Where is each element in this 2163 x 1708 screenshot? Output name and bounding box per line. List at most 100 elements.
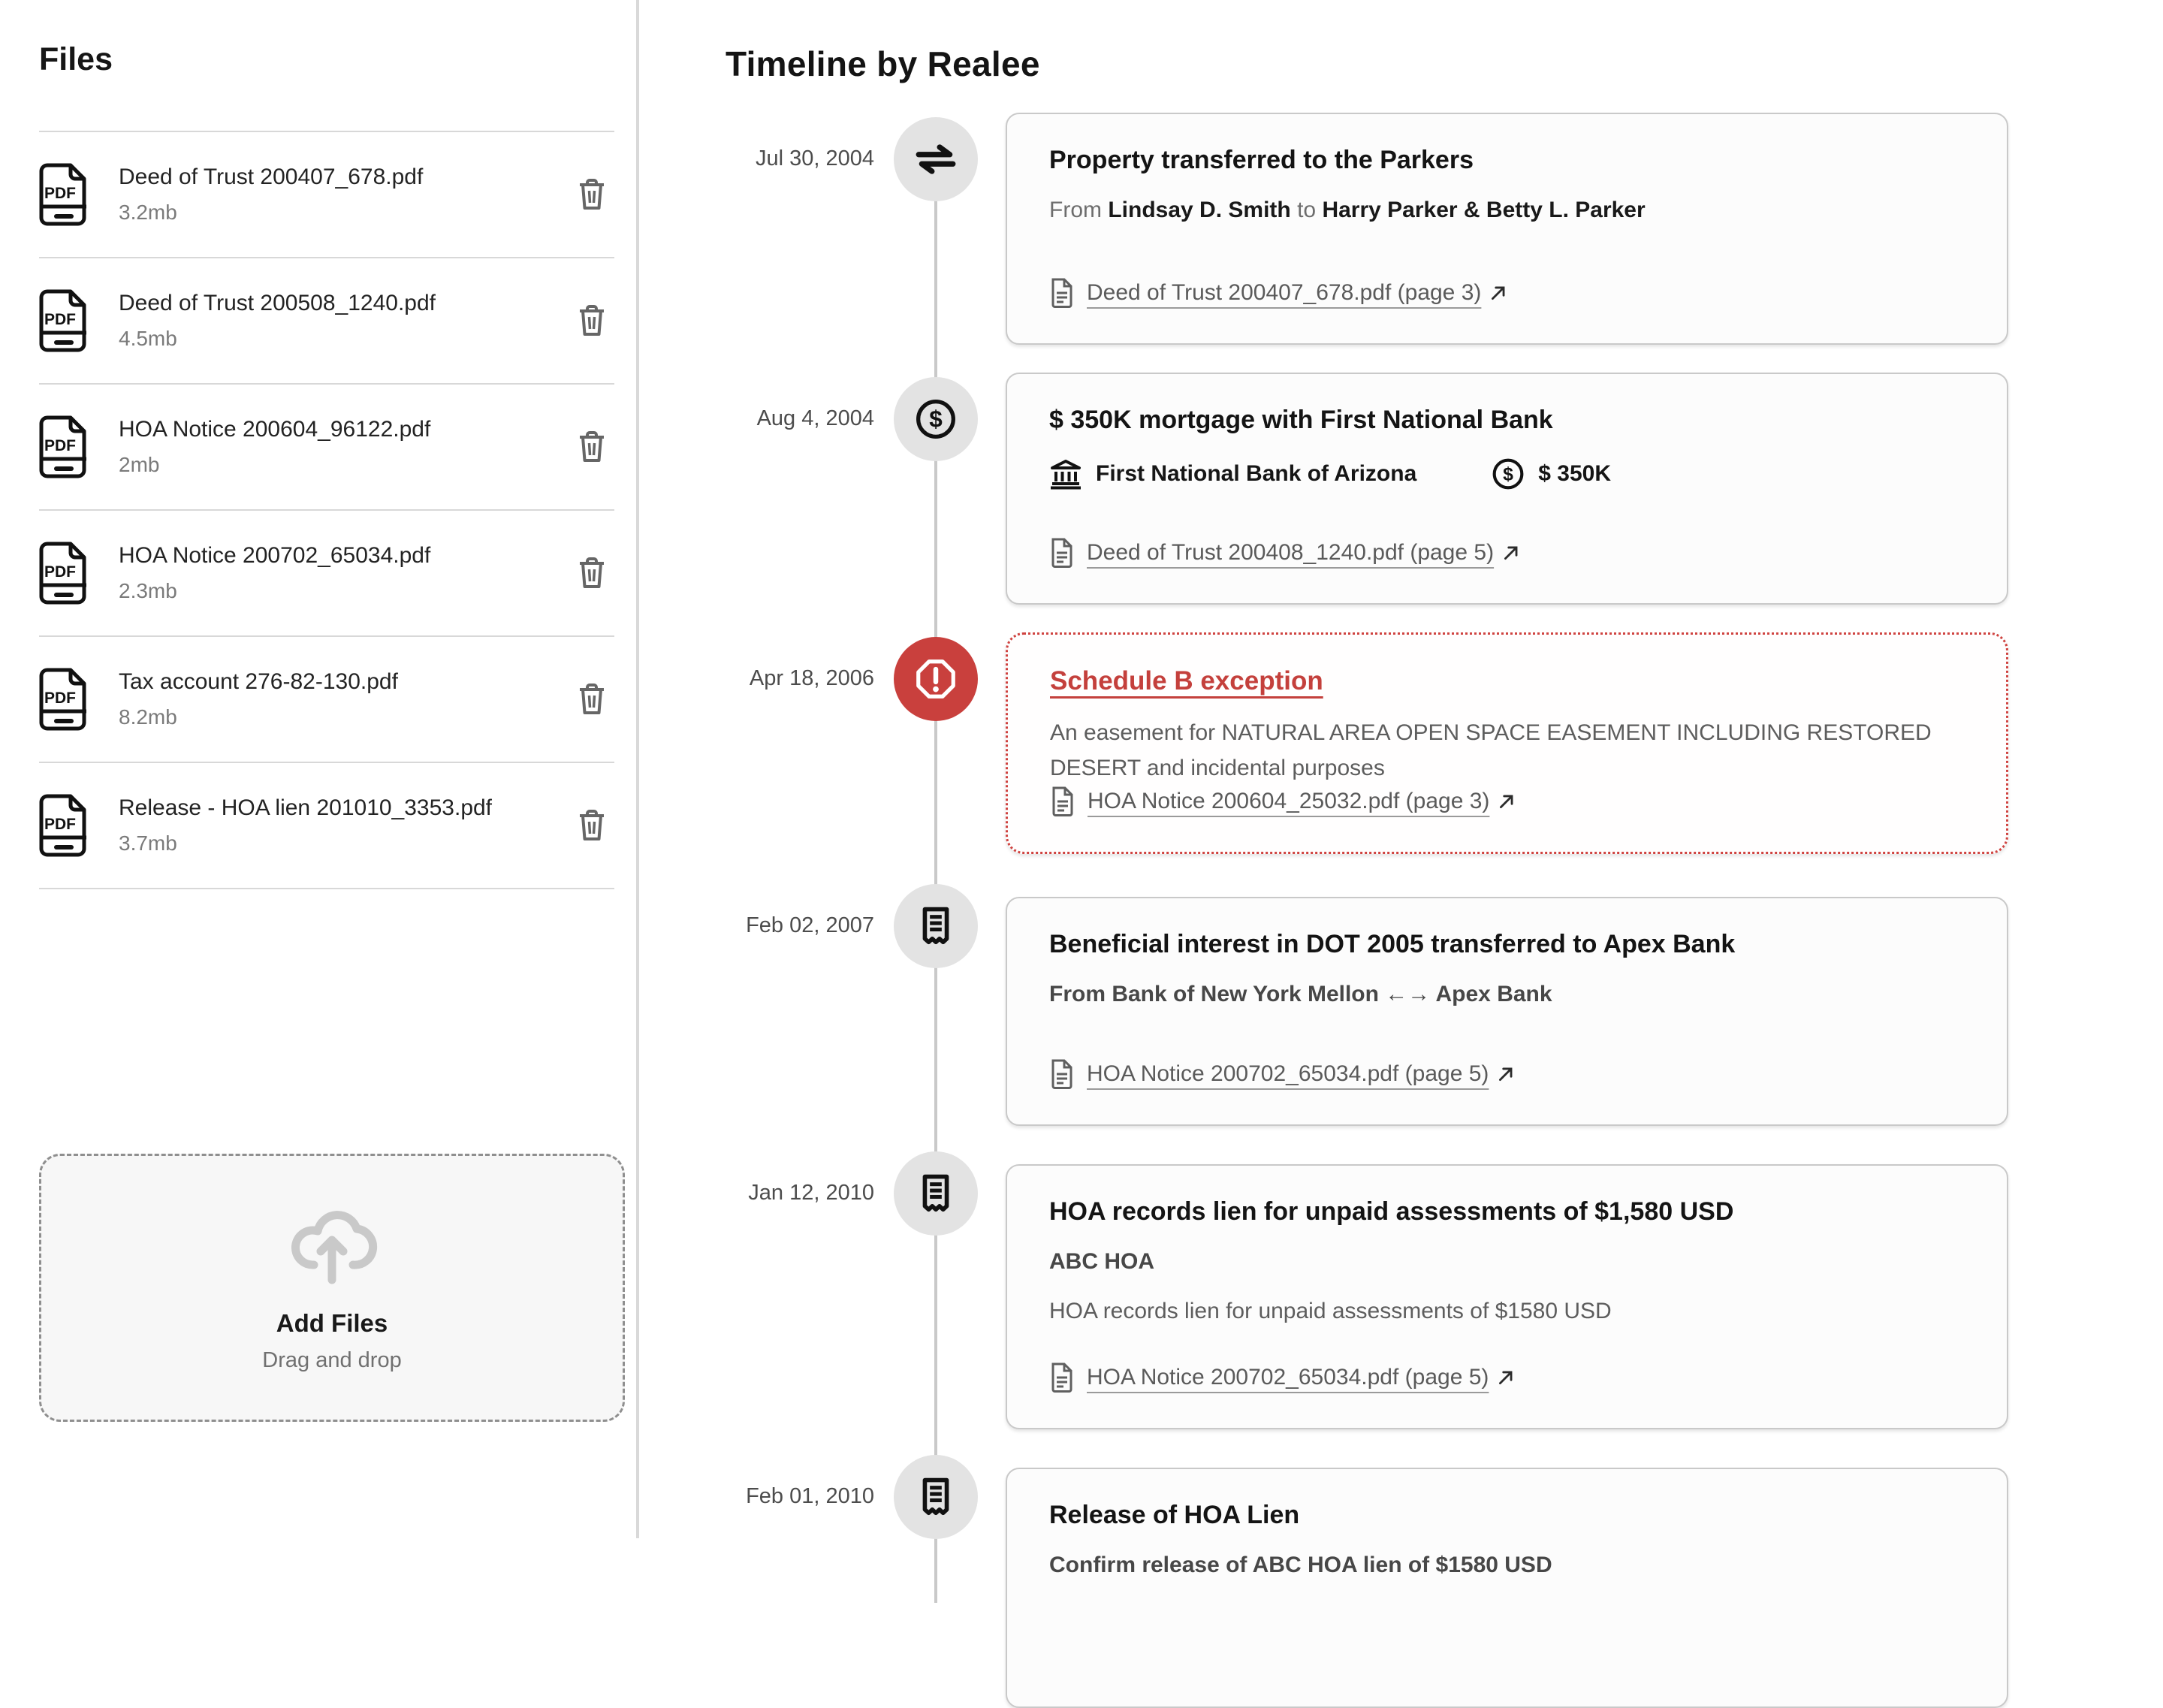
timeline-event-alert: Apr 18, 2006 Schedule B exception An eas… (726, 632, 2163, 854)
file-name: HOA Notice 200604_96122.pdf (119, 417, 431, 442)
file-name: Deed of Trust 200407_678.pdf (119, 164, 424, 189)
alert-title-link[interactable]: Schedule B exception (1050, 666, 1323, 696)
dollar-icon: $ (894, 377, 978, 461)
delete-file-button[interactable] (574, 174, 610, 216)
to-name: Harry Parker & Betty L. Parker (1322, 198, 1646, 222)
trash-icon (577, 683, 607, 718)
source-link-row: HOA Notice 200702_65034.pdf (page 5) (1049, 1058, 1965, 1090)
event-title: HOA records lien for unpaid assessments … (1049, 1197, 1734, 1226)
source-link-row: HOA Notice 200702_65034.pdf (page 5) (1049, 1362, 1965, 1393)
svg-text:PDF: PDF (44, 690, 76, 707)
event-date: Feb 01, 2010 (746, 1484, 874, 1508)
amount-value: $ 350K (1538, 461, 1612, 486)
cloud-upload-icon (285, 1203, 379, 1288)
svg-text:PDF: PDF (44, 311, 76, 328)
timeline: Jul 30, 2004 Property transferred to the… (726, 113, 2163, 1708)
pdf-file-icon: PDF (39, 794, 89, 857)
event-card: HOA records lien for unpaid assessments … (1006, 1164, 2008, 1429)
from-name: Lindsay D. Smith (1108, 198, 1291, 222)
source-link-row: HOA Notice 200604_25032.pdf (page 3) (1050, 786, 1964, 817)
transfer-icon (894, 117, 978, 201)
event-date: Jul 30, 2004 (755, 146, 874, 170)
from-label: From (1049, 198, 1102, 222)
add-files-hint: Drag and drop (262, 1347, 402, 1372)
external-link-icon (1496, 1368, 1516, 1387)
document-icon (1049, 1362, 1075, 1393)
event-date: Jan 12, 2010 (748, 1181, 874, 1205)
svg-text:PDF: PDF (44, 563, 76, 581)
event-card: Beneficial interest in DOT 2005 transfer… (1006, 897, 2008, 1126)
source-link-row: Deed of Trust 200408_1240.pdf (page 5) (1049, 537, 1965, 569)
delete-file-button[interactable] (574, 426, 610, 469)
trash-icon (577, 809, 607, 844)
source-document-link[interactable]: HOA Notice 200702_65034.pdf (page 5) (1087, 1365, 1489, 1390)
receipt-icon (894, 884, 978, 968)
event-card: Release of HOA Lien Confirm release of A… (1006, 1468, 2008, 1708)
file-row: PDF HOA Notice 200604_96122.pdf 2mb (39, 385, 614, 511)
timeline-event: Aug 4, 2004 $ $ 350K mortgage with First… (726, 373, 2163, 605)
event-card: $ 350K mortgage with First National Bank… (1006, 373, 2008, 605)
add-files-label: Add Files (276, 1308, 388, 1337)
delete-file-button[interactable] (574, 804, 610, 847)
divider (39, 131, 614, 132)
event-title: $ 350K mortgage with First National Bank (1049, 406, 1553, 434)
external-link-icon (1496, 1064, 1516, 1084)
delete-file-button[interactable] (574, 552, 610, 595)
receipt-icon (894, 1151, 978, 1236)
panel-divider (636, 0, 639, 1538)
svg-text:$: $ (929, 406, 943, 433)
event-title: Property transferred to the Parkers (1049, 146, 1474, 174)
event-description: An easement for NATURAL AREA OPEN SPACE … (1050, 720, 1932, 780)
source-document-link[interactable]: HOA Notice 200604_25032.pdf (page 3) (1088, 789, 1490, 813)
files-sidebar: Files PDF Deed of Trust 200407_678.pdf 3… (0, 0, 639, 1538)
file-name: Tax account 276-82-130.pdf (119, 669, 398, 694)
delete-file-button[interactable] (574, 300, 610, 343)
file-row: PDF Deed of Trust 200407_678.pdf 3.2mb (39, 132, 614, 258)
event-meta-row: First National Bank of Arizona $ $ 350K (1049, 457, 1965, 490)
pdf-file-icon: PDF (39, 415, 89, 478)
external-link-icon (1497, 792, 1516, 811)
external-link-icon (1501, 543, 1521, 563)
file-row: PDF Release - HOA lien 201010_3353.pdf 3… (39, 763, 614, 889)
file-row: PDF Tax account 276-82-130.pdf 8.2mb (39, 637, 614, 763)
pdf-file-icon: PDF (39, 542, 89, 605)
svg-text:$: $ (1503, 464, 1513, 484)
source-document-link[interactable]: Deed of Trust 200408_1240.pdf (page 5) (1087, 540, 1495, 565)
file-name: Deed of Trust 200508_1240.pdf (119, 291, 436, 315)
source-document-link[interactable]: HOA Notice 200702_65034.pdf (page 5) (1087, 1061, 1489, 1086)
pdf-file-icon: PDF (39, 668, 89, 731)
event-description: HOA records lien for unpaid assessments … (1049, 1299, 1612, 1323)
trash-icon (577, 178, 607, 213)
dollar-circle-icon: $ (1492, 457, 1525, 490)
svg-text:PDF: PDF (44, 185, 76, 202)
file-size: 3.2mb (119, 201, 177, 224)
alert-icon (894, 637, 978, 721)
event-org: ABC HOA (1049, 1249, 1154, 1274)
bank-name: First National Bank of Arizona (1096, 461, 1417, 486)
document-icon (1049, 1058, 1075, 1090)
event-card-alert: Schedule B exception An easement for NAT… (1006, 632, 2008, 854)
timeline-title: Timeline by Realee (726, 44, 1040, 83)
file-size: 8.2mb (119, 705, 177, 729)
file-size: 3.7mb (119, 831, 177, 855)
delete-file-button[interactable] (574, 678, 610, 721)
timeline-event: Jul 30, 2004 Property transferred to the… (726, 113, 2163, 345)
trash-icon (577, 304, 607, 339)
add-files-dropzone[interactable]: Add Files Drag and drop (39, 1154, 625, 1422)
event-title: Release of HOA Lien (1049, 1501, 1300, 1529)
document-icon (1049, 277, 1075, 309)
document-icon (1050, 786, 1075, 817)
event-title: Beneficial interest in DOT 2005 transfer… (1049, 930, 1736, 958)
svg-text:PDF: PDF (44, 816, 76, 833)
bank-icon (1049, 458, 1082, 490)
file-row: PDF Deed of Trust 200508_1240.pdf 4.5mb (39, 258, 614, 385)
document-icon (1049, 537, 1075, 569)
event-subtitle: From Lindsay D. Smith to Harry Parker & … (1049, 198, 1965, 223)
svg-text:PDF: PDF (44, 437, 76, 454)
event-date: Aug 4, 2004 (756, 406, 874, 430)
source-document-link[interactable]: Deed of Trust 200407_678.pdf (page 3) (1087, 280, 1482, 305)
pdf-file-icon: PDF (39, 163, 89, 226)
file-size: 4.5mb (119, 327, 177, 350)
amount-group: $ $ 350K (1492, 457, 1611, 490)
files-panel-title: Files (39, 41, 113, 77)
